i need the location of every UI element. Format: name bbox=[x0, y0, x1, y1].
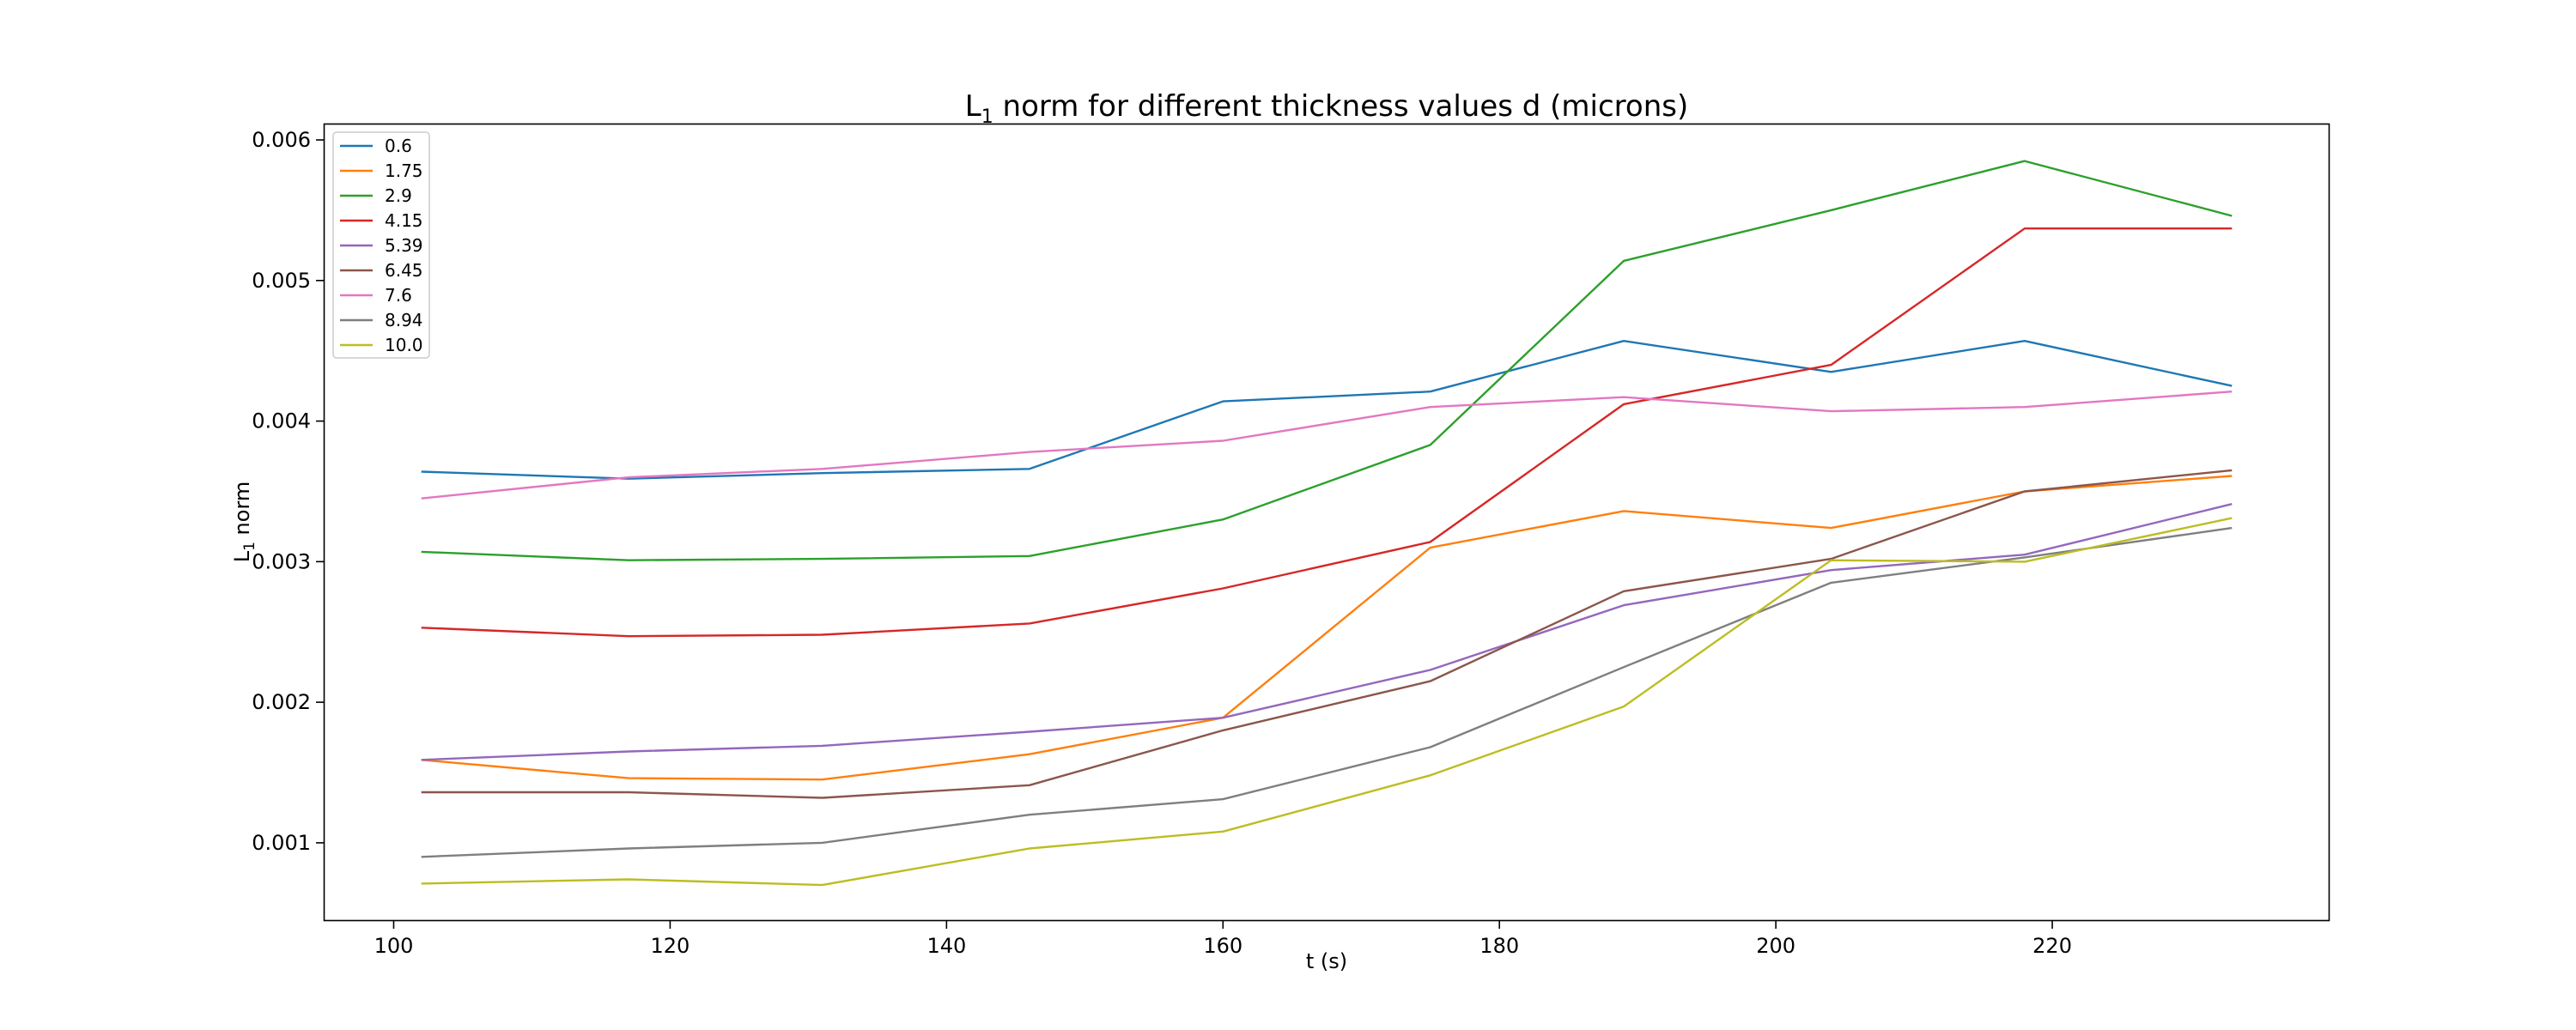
y-tick-label: 0.004 bbox=[252, 409, 311, 433]
y-axis-ticks: 0.001 0.002 0.003 0.004 0.005 0.006 bbox=[252, 128, 325, 855]
series-line-8-94 bbox=[421, 526, 2233, 858]
y-tick-label: 0.006 bbox=[252, 128, 311, 152]
series-line-4-15 bbox=[421, 227, 2233, 638]
legend: 0.6 1.75 2.9 4.15 5.39 6.45 7.6 8.94 10.0 bbox=[332, 131, 430, 359]
series-line-5-39 bbox=[421, 503, 2233, 761]
legend-label: 1.75 bbox=[385, 161, 423, 181]
series-line-6-45 bbox=[421, 469, 2233, 799]
series-line-0-6 bbox=[421, 340, 2233, 480]
series-line-10-0 bbox=[421, 517, 2233, 887]
title-rest: norm for different thickness values d (m… bbox=[993, 89, 1689, 124]
series-line-7-6 bbox=[421, 391, 2233, 500]
chart-title: L1 norm for different thickness values d… bbox=[965, 89, 1688, 128]
plot-frame bbox=[323, 123, 2330, 922]
title-main: L bbox=[965, 89, 981, 124]
y-tick-label: 0.001 bbox=[252, 831, 311, 855]
legend-label: 10.0 bbox=[385, 335, 423, 355]
series-line-2-9 bbox=[421, 160, 2233, 561]
x-axis-ticks: 100 120 140 160 180 200 220 bbox=[374, 920, 2072, 958]
y-axis-label: L1 norm bbox=[230, 482, 258, 563]
legend-label: 7.6 bbox=[385, 285, 412, 306]
legend-label: 2.9 bbox=[385, 185, 412, 206]
ylabel-main: L bbox=[230, 550, 254, 562]
x-tick-label: 140 bbox=[927, 934, 966, 958]
x-tick-label: 160 bbox=[1203, 934, 1242, 958]
series-line-1-75 bbox=[421, 475, 2233, 781]
x-tick-label: 200 bbox=[1756, 934, 1795, 958]
x-tick-label: 120 bbox=[651, 934, 690, 958]
plot-lines bbox=[421, 160, 2233, 887]
y-tick-label: 0.003 bbox=[252, 549, 311, 573]
x-tick-label: 220 bbox=[2032, 934, 2072, 958]
ylabel-subscript: 1 bbox=[241, 542, 258, 551]
legend-label: 0.6 bbox=[385, 136, 412, 156]
legend-label: 5.39 bbox=[385, 235, 423, 256]
title-subscript: 1 bbox=[981, 106, 993, 128]
ylabel-rest: norm bbox=[230, 482, 254, 542]
x-tick-label: 180 bbox=[1479, 934, 1519, 958]
y-tick-label: 0.005 bbox=[252, 269, 311, 293]
legend-label: 4.15 bbox=[385, 210, 423, 231]
x-axis-label: t (s) bbox=[1306, 949, 1347, 973]
x-tick-label: 100 bbox=[374, 934, 414, 958]
legend-label: 8.94 bbox=[385, 310, 423, 330]
legend-label: 6.45 bbox=[385, 260, 423, 281]
y-tick-label: 0.002 bbox=[252, 690, 311, 714]
legend-box bbox=[332, 131, 430, 359]
